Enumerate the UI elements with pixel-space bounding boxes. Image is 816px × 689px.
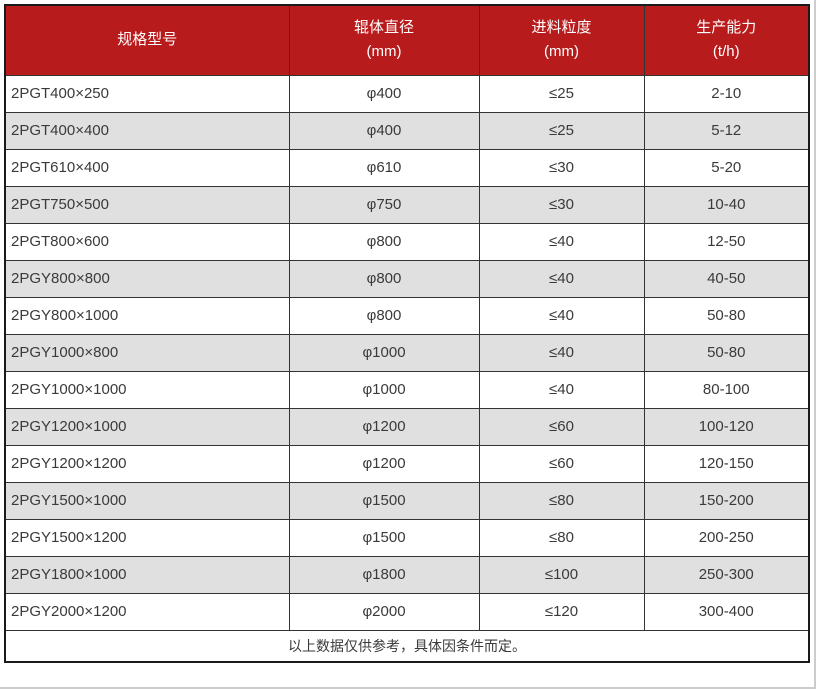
- table-row: 2PGY1000×800 φ1000 ≤40 50-80: [4, 333, 810, 372]
- model-cell: 2PGY2000×1200: [4, 592, 290, 631]
- feed-size-cell: ≤25: [478, 74, 645, 113]
- feed-size-cell: ≤120: [478, 592, 645, 631]
- header-row: 规格型号 辊体直径 (mm) 进料粒度 (mm) 生产能力 (t/h): [4, 4, 810, 76]
- table-row: 2PGY800×1000 φ800 ≤40 50-80: [4, 296, 810, 335]
- capacity-cell: 50-80: [643, 296, 810, 335]
- feed-size-cell: ≤40: [478, 370, 645, 409]
- table-row: 2PGT400×250 φ400 ≤25 2-10: [4, 74, 810, 113]
- table-row: 2PGY800×800 φ800 ≤40 40-50: [4, 259, 810, 298]
- table-row: 2PGT400×400 φ400 ≤25 5-12: [4, 111, 810, 150]
- diameter-cell: φ1500: [288, 481, 480, 520]
- table-row: 2PGY1500×1000 φ1500 ≤80 150-200: [4, 481, 810, 520]
- feed-size-cell: ≤40: [478, 296, 645, 335]
- diameter-cell: φ800: [288, 259, 480, 298]
- model-cell: 2PGY1500×1000: [4, 481, 290, 520]
- feed-size-cell: ≤30: [478, 148, 645, 187]
- capacity-cell: 5-12: [643, 111, 810, 150]
- capacity-cell: 10-40: [643, 185, 810, 224]
- capacity-cell: 50-80: [643, 333, 810, 372]
- model-cell: 2PGT800×600: [4, 222, 290, 261]
- model-cell: 2PGY1000×800: [4, 333, 290, 372]
- table-row: 2PGT750×500 φ750 ≤30 10-40: [4, 185, 810, 224]
- feed-size-cell: ≤100: [478, 555, 645, 594]
- model-cell: 2PGT610×400: [4, 148, 290, 187]
- header-model: 规格型号: [4, 4, 290, 76]
- capacity-cell: 200-250: [643, 518, 810, 557]
- header-feed-size-unit: (mm): [544, 43, 579, 61]
- header-capacity-unit: (t/h): [712, 43, 740, 61]
- header-capacity-title: 生产能力: [696, 19, 757, 37]
- capacity-cell: 12-50: [643, 222, 810, 261]
- feed-size-cell: ≤60: [478, 444, 645, 483]
- diameter-cell: φ1500: [288, 518, 480, 557]
- table-row: 2PGY1500×1200 φ1500 ≤80 200-250: [4, 518, 810, 557]
- model-cell: 2PGY1200×1000: [4, 407, 290, 446]
- model-cell: 2PGY800×1000: [4, 296, 290, 335]
- table-row: 2PGT610×400 φ610 ≤30 5-20: [4, 148, 810, 187]
- diameter-cell: φ1800: [288, 555, 480, 594]
- footer-row: 以上数据仅供参考，具体因条件而定。: [4, 629, 810, 663]
- table-body: 2PGT400×250 φ400 ≤25 2-10 2PGT400×400 φ400 ≤25…: [4, 74, 810, 631]
- diameter-cell: φ400: [288, 74, 480, 113]
- capacity-cell: 100-120: [643, 407, 810, 446]
- model-cell: 2PGT400×250: [4, 74, 290, 113]
- footer-note: 以上数据仅供参考，具体因条件而定。: [4, 629, 810, 663]
- feed-size-cell: ≤80: [478, 518, 645, 557]
- feed-size-cell: ≤40: [478, 222, 645, 261]
- table-row: 2PGY1200×1200 φ1200 ≤60 120-150: [4, 444, 810, 483]
- capacity-cell: 300-400: [643, 592, 810, 631]
- capacity-cell: 5-20: [643, 148, 810, 187]
- model-cell: 2PGT400×400: [4, 111, 290, 150]
- diameter-cell: φ1000: [288, 333, 480, 372]
- table-header: 规格型号 辊体直径 (mm) 进料粒度 (mm) 生产能力 (t/h): [4, 4, 810, 76]
- feed-size-cell: ≤80: [478, 481, 645, 520]
- feed-size-cell: ≤25: [478, 111, 645, 150]
- feed-size-cell: ≤40: [478, 333, 645, 372]
- capacity-cell: 150-200: [643, 481, 810, 520]
- capacity-cell: 120-150: [643, 444, 810, 483]
- header-roller-diameter: 辊体直径 (mm): [288, 4, 480, 76]
- diameter-cell: φ800: [288, 222, 480, 261]
- model-cell: 2PGY1800×1000: [4, 555, 290, 594]
- capacity-cell: 2-10: [643, 74, 810, 113]
- table-row: 2PGY1000×1000 φ1000 ≤40 80-100: [4, 370, 810, 409]
- header-roller-diameter-unit: (mm): [366, 43, 402, 61]
- capacity-cell: 40-50: [643, 259, 810, 298]
- diameter-cell: φ800: [288, 296, 480, 335]
- model-cell: 2PGY1500×1200: [4, 518, 290, 557]
- diameter-cell: φ1000: [288, 370, 480, 409]
- header-feed-size: 进料粒度 (mm): [478, 4, 645, 76]
- diameter-cell: φ2000: [288, 592, 480, 631]
- capacity-cell: 250-300: [643, 555, 810, 594]
- header-model-title: 规格型号: [117, 31, 178, 49]
- diameter-cell: φ610: [288, 148, 480, 187]
- diameter-cell: φ750: [288, 185, 480, 224]
- header-feed-size-title: 进料粒度: [531, 19, 592, 37]
- model-cell: 2PGT750×500: [4, 185, 290, 224]
- diameter-cell: φ400: [288, 111, 480, 150]
- feed-size-cell: ≤40: [478, 259, 645, 298]
- feed-size-cell: ≤60: [478, 407, 645, 446]
- table-row: 2PGT800×600 φ800 ≤40 12-50: [4, 222, 810, 261]
- table-row: 2PGY1200×1000 φ1200 ≤60 100-120: [4, 407, 810, 446]
- capacity-cell: 80-100: [643, 370, 810, 409]
- model-cell: 2PGY1000×1000: [4, 370, 290, 409]
- model-cell: 2PGY1200×1200: [4, 444, 290, 483]
- feed-size-cell: ≤30: [478, 185, 645, 224]
- model-cell: 2PGY800×800: [4, 259, 290, 298]
- diameter-cell: φ1200: [288, 407, 480, 446]
- header-capacity: 生产能力 (t/h): [643, 4, 810, 76]
- table-row: 2PGY2000×1200 φ2000 ≤120 300-400: [4, 592, 810, 631]
- table-footer: 以上数据仅供参考，具体因条件而定。: [4, 629, 810, 663]
- diameter-cell: φ1200: [288, 444, 480, 483]
- header-roller-diameter-title: 辊体直径: [353, 19, 414, 37]
- spec-table: 规格型号 辊体直径 (mm) 进料粒度 (mm) 生产能力 (t/h) 2PGT…: [4, 4, 810, 663]
- table-row: 2PGY1800×1000 φ1800 ≤100 250-300: [4, 555, 810, 594]
